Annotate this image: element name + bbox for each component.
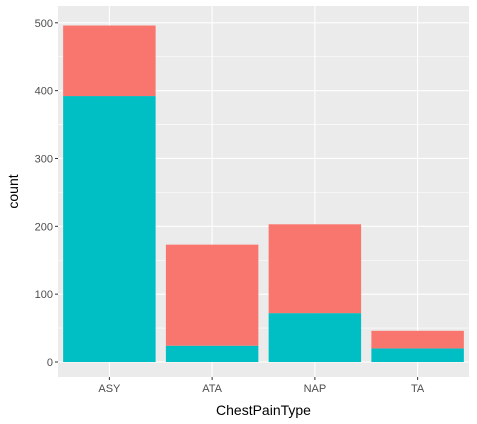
x-tick-label: TA — [411, 383, 425, 395]
x-axis-title: ChestPainType — [216, 402, 311, 418]
y-tick-label: 300 — [35, 153, 53, 165]
bars — [63, 25, 464, 362]
y-axis-title: count — [5, 174, 21, 208]
y-tick-label: 200 — [35, 221, 53, 233]
y-tick-label: 0 — [47, 357, 53, 369]
x-tick-label: NAP — [304, 383, 327, 395]
bar-segment — [268, 224, 362, 314]
bar-segment — [165, 345, 259, 362]
bar-segment — [63, 96, 156, 362]
bar-segment — [63, 25, 156, 97]
y-tick-label: 500 — [35, 18, 53, 30]
bar-segment — [371, 330, 464, 349]
bar-segment — [268, 313, 362, 362]
x-axis: ASY ATA NAP TA — [98, 377, 425, 395]
x-tick-label: ASY — [98, 383, 121, 395]
x-tick-label: ATA — [202, 383, 222, 395]
bar-segment — [371, 348, 464, 362]
y-tick-label: 100 — [35, 289, 53, 301]
y-axis: 0 100 200 300 400 500 — [35, 18, 58, 369]
y-tick-label: 400 — [35, 86, 53, 98]
bar-segment — [165, 244, 259, 346]
